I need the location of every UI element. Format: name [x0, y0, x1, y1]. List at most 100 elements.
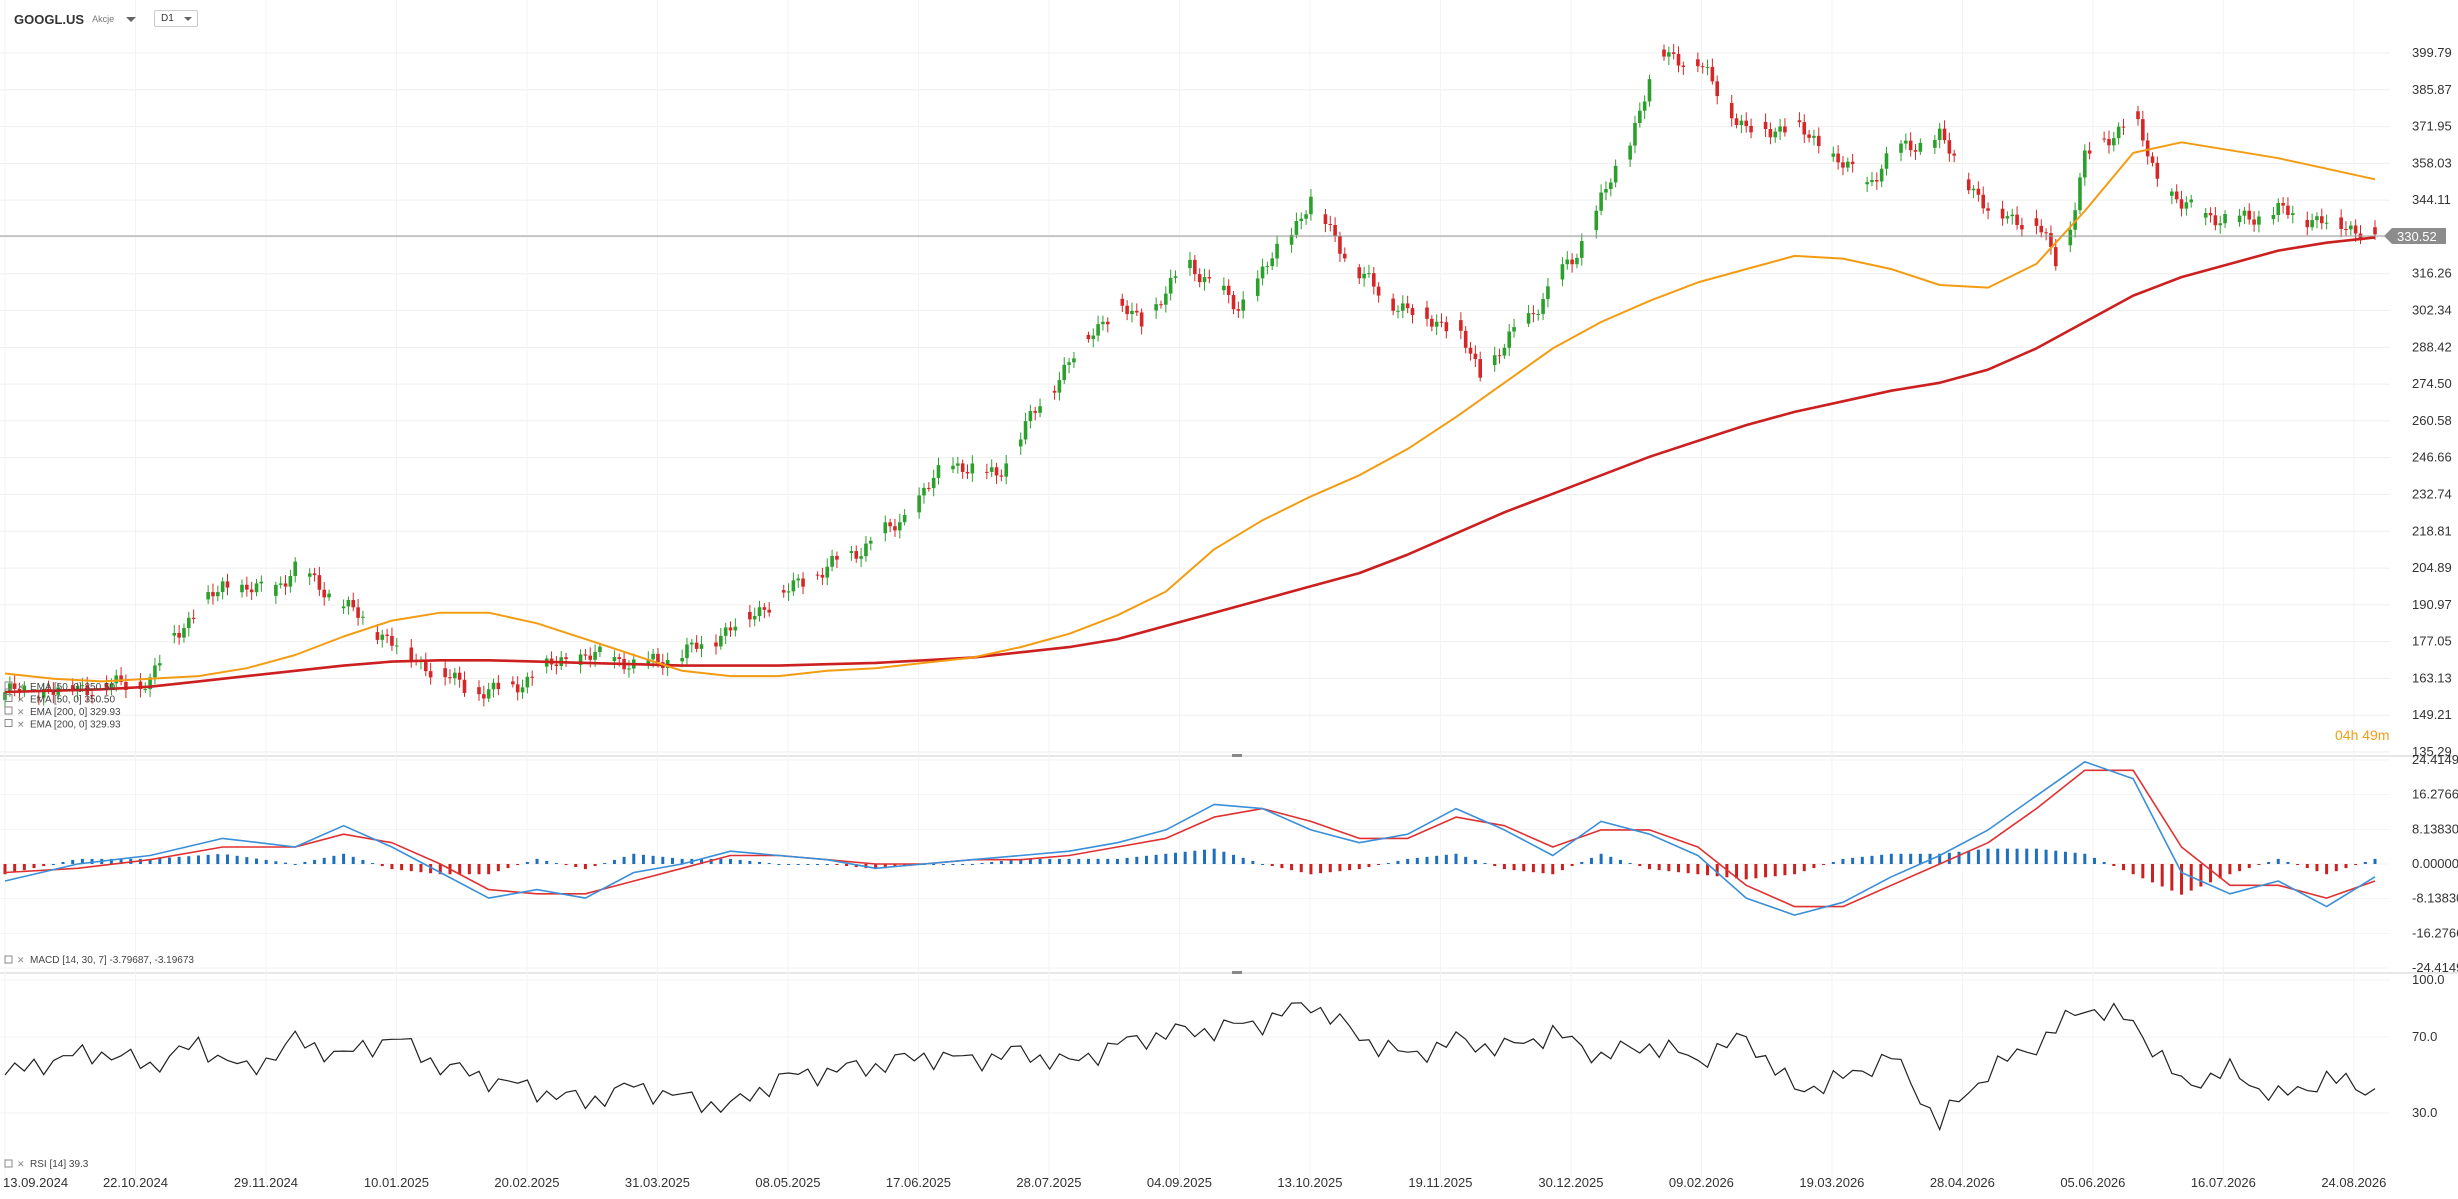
- candle-body: [249, 589, 254, 593]
- candle: [1439, 313, 1444, 328]
- candle-body: [1197, 274, 1202, 283]
- candle-body: [1744, 120, 1749, 126]
- candle-body: [1497, 355, 1502, 357]
- histogram-bar: [1280, 864, 1284, 869]
- time-axis-label: 10.01.2025: [364, 1175, 429, 1190]
- candle: [1425, 300, 1429, 327]
- timeframe-select[interactable]: D1: [154, 10, 198, 27]
- histogram-bar: [1715, 864, 1719, 877]
- candle: [1134, 303, 1139, 316]
- candle-body: [883, 522, 888, 534]
- histogram-bar: [1735, 864, 1739, 879]
- candle: [477, 680, 481, 701]
- candle: [1125, 300, 1129, 321]
- candle-body: [322, 589, 327, 598]
- candle: [801, 572, 805, 595]
- histogram-bar: [651, 855, 655, 864]
- candle: [1328, 215, 1333, 232]
- candle-body: [1202, 277, 1207, 283]
- histogram-bar: [274, 861, 278, 864]
- candle-body: [1899, 143, 1903, 153]
- candle-body: [1966, 179, 1971, 191]
- candle-body: [2044, 232, 2048, 234]
- candle-body: [1986, 208, 1990, 211]
- histogram-bar: [496, 864, 500, 872]
- candle: [8, 676, 12, 697]
- candle: [2189, 194, 2194, 208]
- candle-body: [1952, 153, 1957, 156]
- candle: [448, 669, 452, 684]
- histogram-bar: [1154, 854, 1158, 864]
- candle-body: [1599, 192, 1603, 211]
- histogram-bar: [1918, 853, 1922, 864]
- histogram-bar: [2131, 864, 2135, 875]
- histogram-bar: [1212, 848, 1216, 864]
- candle-body: [791, 580, 796, 592]
- histogram-bar: [1164, 853, 1168, 864]
- candle: [2324, 214, 2329, 230]
- candle-body: [1502, 347, 1507, 356]
- candle: [1376, 282, 1381, 303]
- candle: [1671, 43, 1676, 60]
- candle-body: [1546, 286, 1550, 300]
- candle-body: [2121, 126, 2126, 128]
- candle: [1865, 176, 1869, 193]
- candle: [2005, 211, 2010, 224]
- candle: [815, 571, 820, 580]
- histogram-bar: [158, 858, 162, 864]
- candle-body: [656, 653, 660, 663]
- price-axis-label: 316.26: [2412, 266, 2452, 281]
- histogram-bar: [371, 862, 375, 865]
- candle-body: [2276, 203, 2281, 215]
- candle-body: [1875, 180, 1879, 182]
- candle-body: [1425, 307, 1429, 319]
- candle-body: [1816, 135, 1821, 147]
- candle: [1159, 300, 1163, 309]
- candle: [1662, 44, 1666, 61]
- candle: [1270, 252, 1275, 271]
- candle-body: [2281, 203, 2285, 206]
- candle-body: [617, 657, 622, 659]
- candle: [1478, 351, 1483, 382]
- candle-body: [1778, 126, 1782, 132]
- candle: [1323, 208, 1328, 233]
- candle: [786, 583, 791, 601]
- chevron-down-icon[interactable]: [126, 16, 137, 22]
- candle: [124, 674, 128, 699]
- candle-body: [2078, 177, 2082, 211]
- candle-body: [1536, 313, 1541, 315]
- candle-body: [1981, 194, 1986, 209]
- histogram-bar: [961, 864, 965, 865]
- candle-body: [1768, 128, 1773, 138]
- candle: [457, 666, 462, 688]
- candle: [1560, 257, 1565, 287]
- candle-body: [520, 687, 525, 693]
- candle: [922, 483, 926, 504]
- chevron-down-icon: [184, 17, 192, 21]
- candle: [482, 685, 486, 707]
- candle: [1971, 185, 1976, 199]
- histogram-bar: [1744, 864, 1748, 880]
- histogram-bar: [429, 864, 433, 874]
- candle: [820, 567, 825, 585]
- candle-body: [409, 647, 414, 661]
- histogram-bar: [245, 857, 249, 864]
- candle: [240, 579, 244, 598]
- candle-body: [2324, 222, 2329, 224]
- panel-resize-handle[interactable]: [1232, 754, 1242, 757]
- histogram-bar: [235, 855, 239, 864]
- candle-body: [1226, 285, 1231, 295]
- symbol-selector[interactable]: GOOGL.US Akcje: [14, 8, 137, 30]
- histogram-bar: [42, 864, 46, 867]
- histogram-bar: [612, 859, 616, 864]
- panel-resize-handle[interactable]: [1232, 971, 1242, 974]
- time-axis-label: 29.11.2024: [234, 1175, 298, 1190]
- candle-body: [956, 463, 960, 466]
- candle-body: [1101, 321, 1105, 325]
- candle-body: [1734, 118, 1739, 125]
- histogram-bar: [535, 858, 539, 864]
- candle-body: [1275, 243, 1279, 259]
- candle-body: [2082, 150, 2087, 178]
- histogram-bar: [216, 854, 220, 865]
